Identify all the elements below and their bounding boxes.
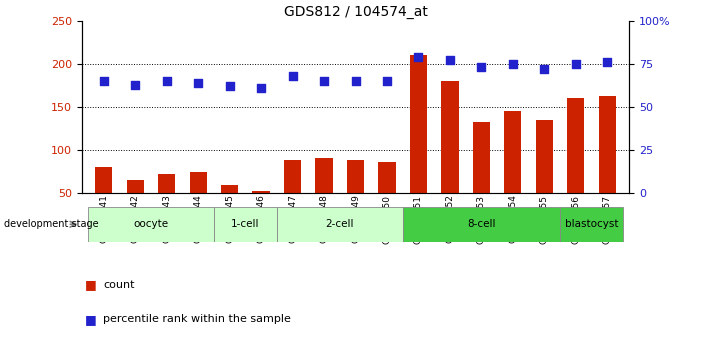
Text: 2-cell: 2-cell <box>326 219 354 229</box>
Bar <box>378 162 395 193</box>
Point <box>602 59 613 65</box>
Bar <box>504 111 521 193</box>
Bar <box>252 191 269 193</box>
Point <box>381 78 392 84</box>
Bar <box>127 180 144 193</box>
Text: development stage: development stage <box>4 219 98 229</box>
Bar <box>95 167 112 193</box>
Point <box>287 73 298 79</box>
Point <box>413 54 424 60</box>
Bar <box>316 158 333 193</box>
Text: 1-cell: 1-cell <box>231 219 260 229</box>
Text: blastocyst: blastocyst <box>565 219 619 229</box>
Text: 8-cell: 8-cell <box>467 219 496 229</box>
Bar <box>277 207 402 242</box>
Point <box>507 61 518 67</box>
Point <box>570 61 582 67</box>
Bar <box>599 96 616 193</box>
Text: oocyte: oocyte <box>134 219 169 229</box>
Bar <box>410 55 427 193</box>
Text: GDS812 / 104574_at: GDS812 / 104574_at <box>284 5 427 19</box>
Bar <box>473 122 490 193</box>
Bar <box>158 174 176 193</box>
Point <box>161 78 172 84</box>
Text: ■: ■ <box>85 313 97 326</box>
Point <box>350 78 361 84</box>
Point <box>255 85 267 91</box>
Point <box>444 58 456 63</box>
Text: ■: ■ <box>85 278 97 291</box>
Bar <box>402 207 560 242</box>
Point <box>319 78 330 84</box>
Bar <box>535 120 553 193</box>
Point <box>539 66 550 72</box>
Bar <box>560 207 623 242</box>
Text: count: count <box>103 280 134 289</box>
Point <box>193 80 204 86</box>
Bar <box>190 171 207 193</box>
Point <box>98 78 109 84</box>
Point <box>224 83 235 89</box>
Bar <box>347 160 364 193</box>
Bar <box>214 207 277 242</box>
Bar <box>88 207 214 242</box>
Bar <box>221 185 238 193</box>
Point <box>476 65 487 70</box>
Bar <box>442 81 459 193</box>
Point <box>129 82 141 87</box>
Bar <box>284 160 301 193</box>
Bar <box>567 98 584 193</box>
Text: percentile rank within the sample: percentile rank within the sample <box>103 314 291 324</box>
